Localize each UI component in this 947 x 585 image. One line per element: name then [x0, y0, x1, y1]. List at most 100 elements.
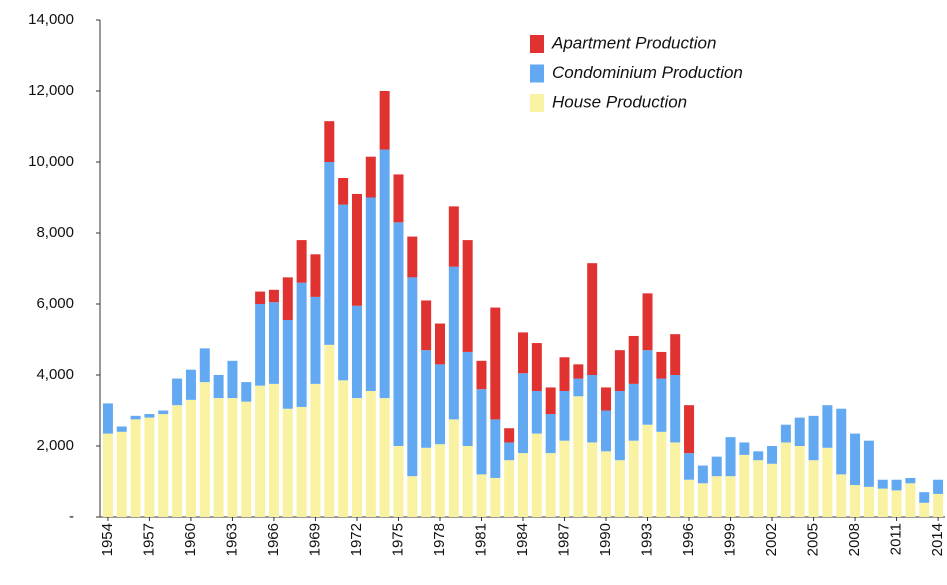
bar-segment — [656, 351, 667, 379]
bar-segment — [130, 415, 141, 420]
x-tick-label: 1996 — [680, 523, 697, 556]
bar-segment — [338, 204, 349, 381]
bar-segment — [933, 493, 944, 517]
bar-segment — [518, 332, 528, 374]
bar-segment — [476, 474, 487, 517]
bar-segment — [421, 300, 432, 351]
bar-segment — [379, 398, 390, 517]
legend-label: Apartment Production — [551, 33, 716, 52]
x-tick-label: 1993 — [638, 523, 655, 556]
bar-segment — [614, 390, 625, 461]
bar-segment — [102, 433, 113, 517]
bar-segment — [116, 431, 127, 517]
bar-segment — [434, 444, 445, 517]
bar-segment — [739, 454, 750, 517]
bar-segment — [172, 378, 183, 406]
x-tick-label: 2008 — [846, 523, 863, 556]
bar-segment — [559, 390, 570, 441]
bar-segment — [296, 406, 307, 517]
bar-segment — [310, 254, 321, 297]
legend-swatch — [530, 64, 544, 83]
legend-label: House Production — [552, 92, 687, 111]
bar-segment — [780, 442, 791, 517]
bar-segment — [282, 277, 293, 320]
bar-segment — [850, 485, 861, 517]
bar-segment — [434, 323, 445, 365]
bar-segment — [822, 405, 833, 448]
bar-segment — [365, 197, 376, 391]
y-tick-label: 6,000 — [36, 295, 74, 312]
x-tick-label: 1999 — [722, 523, 739, 556]
bar-segment — [711, 456, 722, 477]
bar-segment — [601, 387, 612, 411]
bar-segment — [614, 460, 625, 517]
bar-segment — [863, 486, 874, 517]
bar-segment — [780, 424, 791, 443]
bar-segment — [504, 460, 515, 517]
bar-segment — [559, 357, 570, 391]
bar-segment — [545, 453, 556, 517]
bar-segment — [933, 479, 944, 494]
bar-segment — [642, 350, 653, 425]
bar-segment — [504, 428, 515, 443]
x-tick-label: 1972 — [348, 523, 365, 556]
bar-segment — [379, 91, 390, 150]
bar-segment — [227, 398, 238, 517]
bar-segment — [241, 401, 252, 517]
bar-segment — [282, 408, 293, 517]
bar-segment — [351, 305, 362, 399]
bar-segment — [393, 446, 404, 517]
bar-segment — [877, 479, 888, 489]
bar-segment — [905, 483, 916, 517]
x-tick-label: 1960 — [182, 523, 199, 556]
bar-segment — [158, 414, 169, 517]
x-tick-label: 2005 — [805, 523, 822, 556]
bar-segment — [268, 289, 279, 303]
bar-segment — [379, 149, 390, 399]
y-tick-label: 10,000 — [28, 153, 74, 170]
bar-segment — [684, 453, 695, 480]
bar-segment — [725, 437, 736, 477]
bar-segment — [338, 380, 349, 517]
bar-segment — [670, 442, 681, 517]
bar-segment — [697, 483, 708, 517]
x-tick-label: 1966 — [265, 523, 282, 556]
bar-segment — [794, 417, 805, 446]
bar-segment — [448, 266, 459, 420]
bar-segment — [158, 410, 169, 415]
bar-segment — [407, 277, 418, 477]
bar-segment — [642, 424, 653, 517]
bar-segment — [670, 334, 681, 375]
x-tick-label: 1975 — [389, 523, 406, 556]
bar-segment — [393, 174, 404, 223]
bar-segment — [545, 387, 556, 415]
bar-segment — [462, 446, 473, 517]
x-tick-label: 2014 — [929, 523, 946, 556]
bar-segment — [462, 351, 473, 446]
y-tick-label: 14,000 — [28, 11, 74, 28]
bar-segment — [573, 396, 584, 517]
bar-segment — [296, 282, 307, 407]
bar-segment — [268, 302, 279, 384]
x-tick-label: 2011 — [888, 523, 905, 555]
bar-segment — [697, 465, 708, 484]
x-tick-label: 1957 — [140, 523, 157, 556]
bar-segment — [407, 236, 418, 278]
bar-segment — [518, 373, 528, 454]
bar-segment — [296, 240, 307, 283]
bar-segment — [504, 442, 515, 461]
bar-segment — [656, 378, 667, 432]
bar-segment — [213, 398, 224, 517]
bar-segment — [172, 405, 183, 517]
bar-segment — [490, 307, 501, 420]
bar-segment — [116, 426, 127, 432]
bar-segment — [711, 476, 722, 517]
bar-segment — [421, 447, 432, 517]
bar-segment — [531, 390, 542, 434]
bar-segment — [753, 460, 764, 517]
y-tick-label: 2,000 — [36, 437, 74, 454]
bar-segment — [199, 382, 210, 517]
bar-segment — [407, 476, 418, 517]
x-tick-label: 1954 — [99, 523, 116, 556]
bar-segment — [490, 419, 501, 478]
